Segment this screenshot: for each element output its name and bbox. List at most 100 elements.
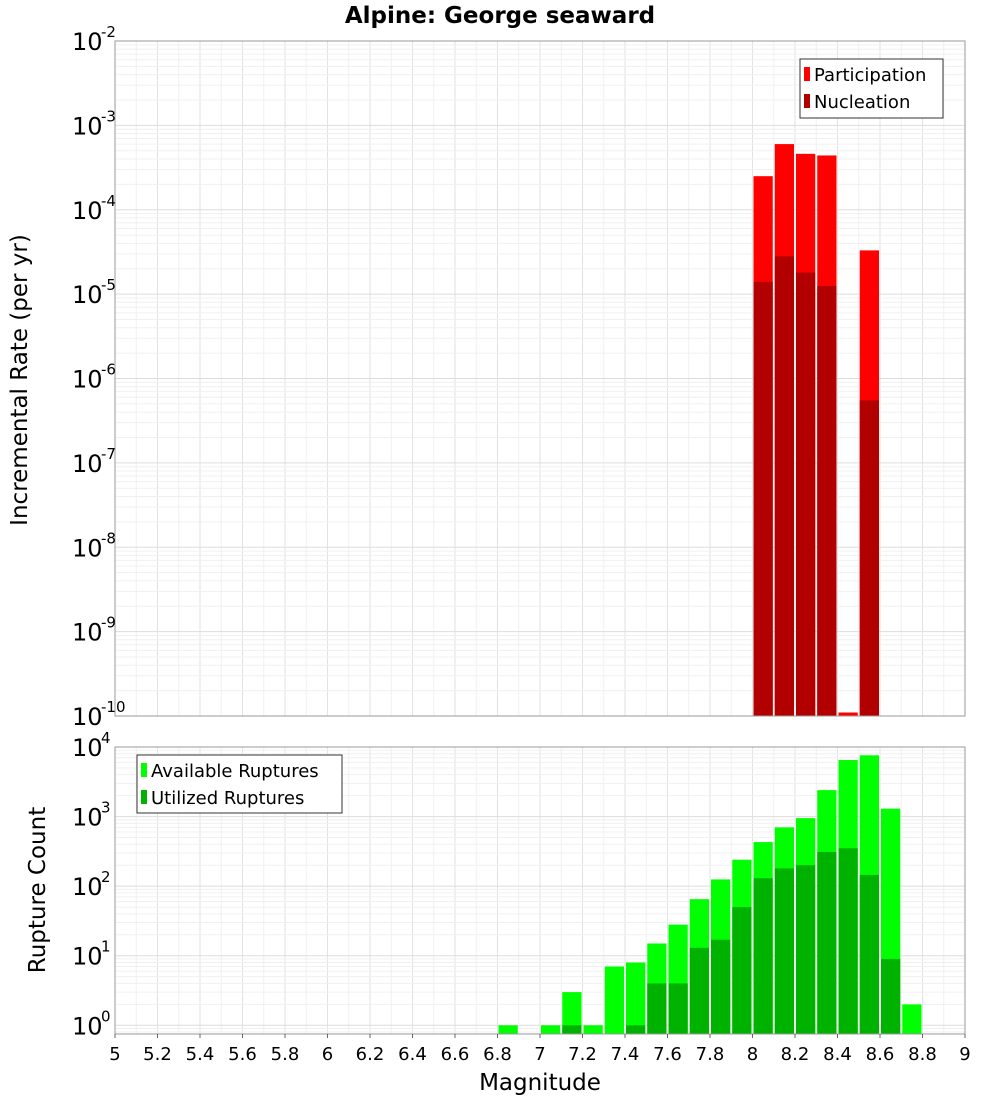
bar-available-ruptures — [626, 962, 646, 1034]
bar-available-ruptures — [604, 966, 624, 1034]
x-tick-label: 8.8 — [908, 1044, 937, 1065]
x-tick-label: 6.8 — [483, 1044, 512, 1065]
y-tick-label: 10 — [72, 619, 103, 647]
y-tick-label: 10 — [72, 804, 103, 832]
x-tick-label: 5.8 — [271, 1044, 300, 1065]
y-tick-label: 10 — [72, 734, 103, 762]
y-tick-exponent: 1 — [101, 938, 111, 956]
x-tick-label: 5.6 — [228, 1044, 257, 1065]
bar-utilized-ruptures — [796, 865, 816, 1034]
bar-available-ruptures — [902, 1004, 922, 1034]
bar-utilized-ruptures — [859, 874, 879, 1034]
rate-panel-bars — [753, 144, 879, 717]
x-tick-label: 8.6 — [866, 1044, 895, 1065]
y-tick-exponent: -2 — [101, 23, 116, 41]
bar-utilized-ruptures — [626, 1025, 646, 1034]
rate-panel-grid — [114, 40, 966, 717]
bar-utilized-ruptures — [881, 958, 901, 1034]
x-tick-label: 7 — [534, 1044, 545, 1065]
top-y-axis-title: Incremental Rate (per yr) — [7, 234, 33, 526]
y-tick-label: 10 — [72, 873, 103, 901]
chart-title: Alpine: George seaward — [345, 3, 655, 29]
legend-label: Participation — [814, 65, 926, 86]
bar-nucleation — [817, 285, 837, 716]
bar-available-ruptures — [541, 1025, 561, 1034]
y-tick-label: 10 — [72, 112, 103, 140]
y-tick-label: 10 — [72, 534, 103, 562]
y-tick-label: 10 — [72, 1012, 103, 1040]
x-tick-label: 6 — [322, 1044, 333, 1065]
x-tick-label: 7.2 — [568, 1044, 597, 1065]
x-tick-label: 7.4 — [611, 1044, 640, 1065]
x-tick-label: 8.2 — [781, 1044, 810, 1065]
bar-available-ruptures — [498, 1025, 518, 1034]
legend-swatch — [804, 94, 810, 108]
rate-panel-frame — [114, 40, 966, 717]
y-tick-label: 10 — [72, 366, 103, 394]
bar-utilized-ruptures — [732, 907, 752, 1034]
y-tick-exponent: 2 — [101, 868, 111, 886]
x-tick-label: 7.6 — [653, 1044, 682, 1065]
x-axis-ticks: 5 5.2 5.4 5.6 5.8 6 6.2 6.4 6.6 6.8 7 7.2 7.4 7.6 7.8 8… — [109, 1034, 971, 1065]
count-panel-bars — [498, 755, 922, 1034]
y-tick-label: 10 — [72, 197, 103, 225]
x-tick-label: 7.8 — [696, 1044, 725, 1065]
x-tick-label: 6.6 — [441, 1044, 470, 1065]
bar-available-ruptures — [583, 1025, 603, 1034]
y-tick-exponent: 4 — [101, 729, 111, 747]
bar-utilized-ruptures — [753, 878, 773, 1034]
y-tick-label: 10 — [72, 28, 103, 56]
bar-participation — [838, 712, 858, 716]
y-tick-exponent: -6 — [101, 361, 116, 379]
bar-nucleation — [774, 256, 794, 716]
y-tick-label: 10 — [72, 281, 103, 309]
legend-label: Nucleation — [814, 92, 910, 113]
bar-utilized-ruptures — [817, 851, 837, 1034]
y-tick-exponent: -8 — [101, 529, 116, 547]
bar-utilized-ruptures — [774, 868, 794, 1034]
bar-utilized-ruptures — [711, 939, 731, 1034]
bar-utilized-ruptures — [562, 1025, 582, 1034]
legend-swatch — [141, 763, 147, 777]
legend-label: Utilized Ruptures — [151, 788, 304, 809]
x-tick-label: 6.2 — [356, 1044, 385, 1065]
y-tick-exponent: 0 — [101, 1007, 111, 1025]
y-tick-label: 10 — [72, 450, 103, 478]
x-tick-label: 8.4 — [823, 1044, 852, 1065]
x-tick-label: 5 — [109, 1044, 120, 1065]
y-tick-exponent: -4 — [101, 192, 116, 210]
x-tick-label: 5.2 — [143, 1044, 172, 1065]
bar-nucleation — [753, 281, 773, 716]
y-tick-exponent: 3 — [101, 799, 111, 817]
x-tick-label: 8 — [747, 1044, 758, 1065]
bar-available-ruptures — [562, 992, 582, 1034]
y-tick-exponent: -10 — [101, 698, 126, 716]
y-tick-label: 10 — [72, 943, 103, 971]
bar-nucleation — [859, 400, 879, 716]
x-tick-label: 6.4 — [398, 1044, 427, 1065]
legend-swatch — [141, 790, 147, 804]
y-tick-exponent: -3 — [101, 107, 116, 125]
y-tick-exponent: -9 — [101, 614, 116, 632]
bar-utilized-ruptures — [838, 848, 858, 1034]
bar-utilized-ruptures — [647, 983, 667, 1034]
bottom-y-axis-title: Rupture Count — [25, 807, 51, 973]
rate-legend: Participation Nucleation — [799, 58, 944, 119]
x-tick-label: 5.4 — [186, 1044, 215, 1065]
legend-box — [136, 754, 343, 814]
y-tick-exponent: -7 — [101, 445, 116, 463]
count-legend: Available Ruptures Utilized Ruptures — [136, 754, 343, 814]
bar-utilized-ruptures — [689, 947, 709, 1034]
y-tick-exponent: -5 — [101, 276, 116, 294]
legend-box — [799, 58, 944, 119]
bar-nucleation — [796, 272, 816, 716]
legend-swatch — [804, 67, 810, 81]
bar-utilized-ruptures — [668, 983, 688, 1034]
x-axis-title: Magnitude — [479, 1070, 601, 1096]
legend-label: Available Ruptures — [151, 761, 319, 782]
